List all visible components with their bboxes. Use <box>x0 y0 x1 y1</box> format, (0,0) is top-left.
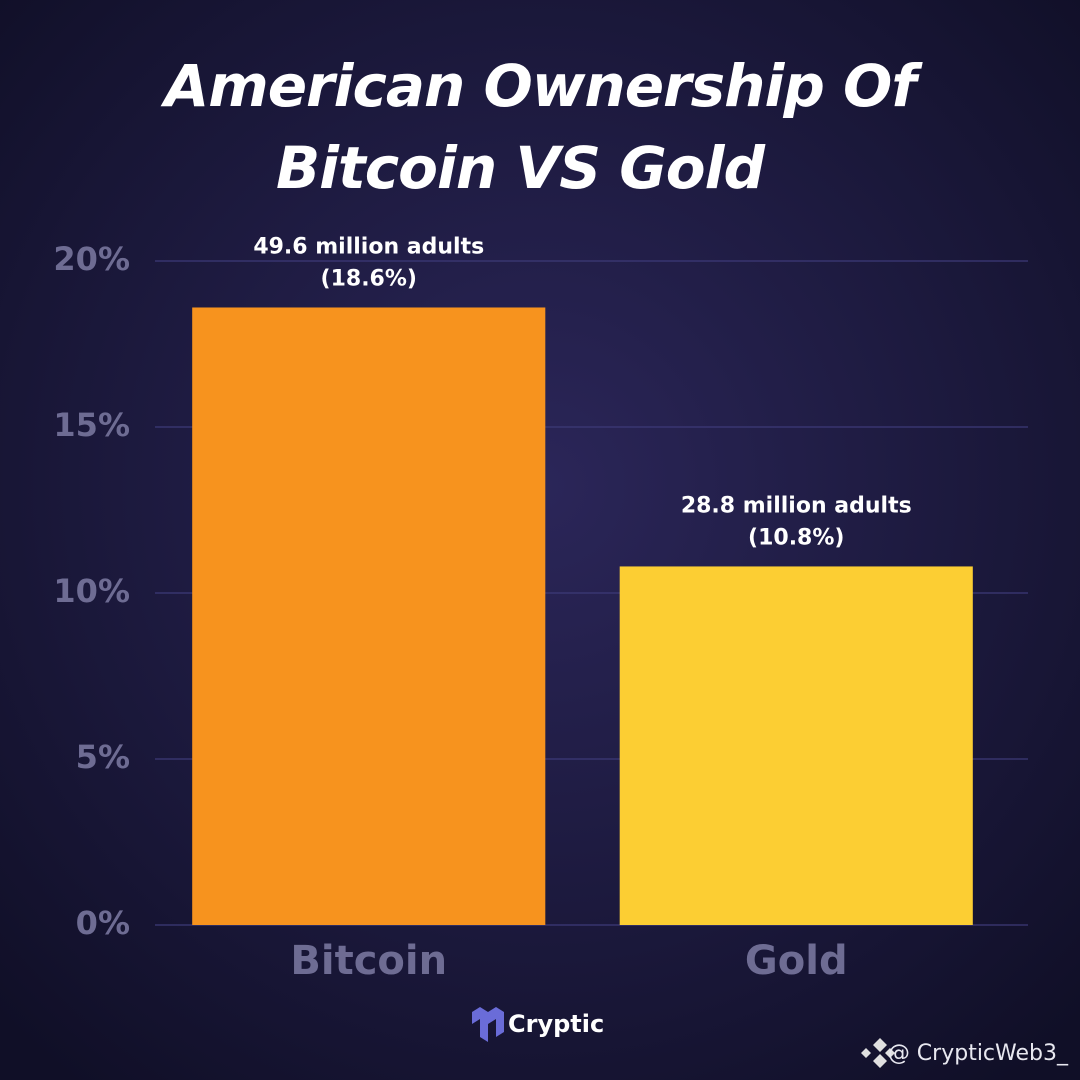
chart-title: American Ownership Of <box>160 52 923 120</box>
watermark: @ CrypticWeb3_ <box>888 1041 1069 1066</box>
y-tick-label: 10% <box>53 572 130 610</box>
value-label: (10.8%) <box>748 525 844 550</box>
x-tick-label: Gold <box>745 938 848 984</box>
brand-logo <box>472 1007 504 1042</box>
x-tick-label: Bitcoin <box>290 938 447 984</box>
brand-name: Cryptic <box>508 1010 604 1038</box>
bar <box>192 307 546 926</box>
watermark-icon <box>861 1038 895 1068</box>
y-tick-label: 20% <box>53 240 130 278</box>
value-label: (18.6%) <box>321 266 417 291</box>
count-label: 49.6 million adults <box>253 234 484 259</box>
y-tick-label: 0% <box>76 904 130 942</box>
chart-title: Bitcoin VS Gold <box>276 134 766 202</box>
y-tick-label: 5% <box>76 738 130 776</box>
bar <box>619 566 973 925</box>
y-tick-label: 15% <box>53 406 130 444</box>
count-label: 28.8 million adults <box>681 493 912 518</box>
